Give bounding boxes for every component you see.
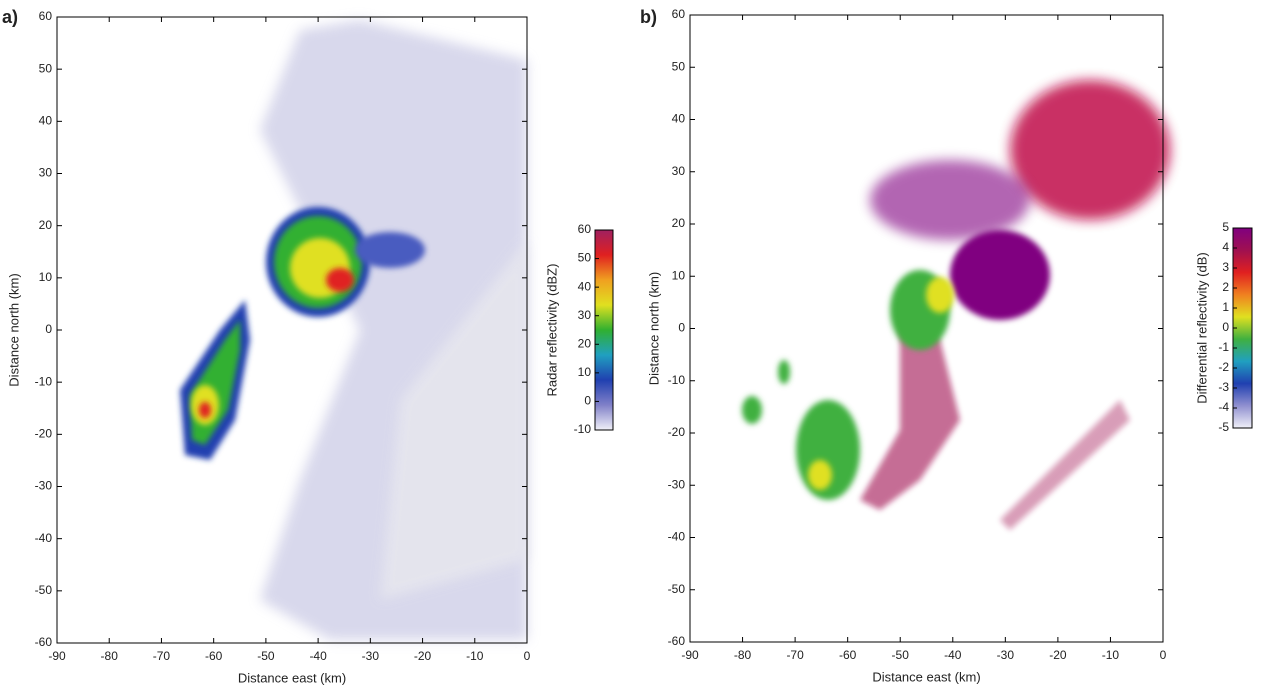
x-tick-label: -80 (101, 649, 119, 663)
y-tick-label: 20 (39, 218, 53, 232)
colorbar-tick-label: 3 (1222, 260, 1229, 274)
colorbar-tick-label: 20 (578, 336, 592, 350)
colorbar-tick-label: 30 (578, 308, 592, 322)
panel-label: b) (640, 7, 657, 27)
colorbar-tick-label: -3 (1218, 380, 1229, 394)
y-tick-label: 20 (672, 216, 686, 230)
colorbar-tick-label: 5 (1222, 220, 1229, 234)
colorbar-tick-label: 50 (578, 251, 592, 265)
y-tick-label: -30 (35, 479, 53, 493)
y-tick-label: -20 (668, 425, 686, 439)
y-tick-label: 10 (672, 268, 686, 282)
x-tick-label: -10 (466, 649, 484, 663)
colorbar-label: Radar reflectivity (dBZ) (544, 264, 559, 397)
x-tick-label: -40 (944, 648, 962, 662)
x-tick-label: 0 (524, 649, 531, 663)
colorbar-tick-label: 10 (578, 365, 592, 379)
colorbar-tick-label: -2 (1218, 360, 1229, 374)
y-tick-label: -60 (35, 635, 53, 649)
y-tick-label: -10 (668, 373, 686, 387)
colorbar-tick-label: 0 (584, 394, 591, 408)
y-tick-label: 0 (45, 322, 52, 336)
x-tick-label: -90 (681, 648, 699, 662)
colorbar-tick-label: 4 (1222, 240, 1229, 254)
y-tick-label: 0 (678, 321, 685, 335)
x-tick-label: -30 (997, 648, 1015, 662)
y-tick-label: -50 (668, 582, 686, 596)
colorbar-tick-label: -10 (574, 422, 592, 436)
x-tick-label: -10 (1102, 648, 1120, 662)
colorbar (594, 229, 614, 431)
y-tick-label: 10 (39, 270, 53, 284)
x-tick-label: -30 (362, 649, 380, 663)
x-axis-label: Distance east (km) (872, 669, 980, 684)
x-tick-label: -60 (205, 649, 223, 663)
y-tick-label: 50 (672, 59, 686, 73)
x-tick-label: -80 (734, 648, 752, 662)
x-tick-label: -70 (786, 648, 804, 662)
y-tick-label: -40 (668, 530, 686, 544)
x-tick-label: -90 (48, 649, 66, 663)
x-tick-label: -20 (414, 649, 432, 663)
colorbar-tick-label: 60 (578, 222, 592, 236)
colorbar-tick-label: 40 (578, 279, 592, 293)
colorbar-tick-label: -1 (1218, 340, 1229, 354)
radar-field-b (742, 80, 1170, 530)
y-tick-label: 60 (39, 9, 53, 23)
x-tick-label: -50 (892, 648, 910, 662)
panel-label: a) (2, 7, 18, 27)
y-tick-label: -30 (668, 477, 686, 491)
y-axis-label: Distance north (km) (6, 273, 21, 386)
y-tick-label: 30 (39, 166, 53, 180)
y-tick-label: 60 (672, 7, 686, 21)
colorbar-tick-label: 2 (1222, 280, 1229, 294)
x-axis-label: Distance east (km) (238, 670, 346, 685)
x-tick-label: -60 (839, 648, 857, 662)
y-axis-label: Distance north (km) (646, 272, 661, 385)
x-tick-label: -70 (153, 649, 171, 663)
colorbar-label: Differential reflectivity (dB) (1194, 252, 1209, 403)
x-tick-label: -20 (1049, 648, 1067, 662)
colorbar-tick-label: -5 (1218, 420, 1229, 434)
y-tick-label: 40 (672, 112, 686, 126)
colorbar-tick-label: 1 (1222, 300, 1229, 314)
y-tick-label: 40 (39, 114, 53, 128)
x-tick-label: 0 (1160, 648, 1167, 662)
y-tick-label: -50 (35, 583, 53, 597)
y-tick-label: 30 (672, 164, 686, 178)
x-tick-label: -40 (309, 649, 327, 663)
colorbar-tick-label: -4 (1218, 400, 1229, 414)
y-tick-label: -20 (35, 427, 53, 441)
x-tick-label: -50 (257, 649, 275, 663)
colorbar-tick-label: 0 (1222, 320, 1229, 334)
y-tick-label: -10 (35, 374, 53, 388)
y-tick-label: -60 (668, 634, 686, 648)
y-tick-label: -40 (35, 531, 53, 545)
radar-field-a (180, 20, 527, 640)
y-tick-label: 50 (39, 61, 53, 75)
